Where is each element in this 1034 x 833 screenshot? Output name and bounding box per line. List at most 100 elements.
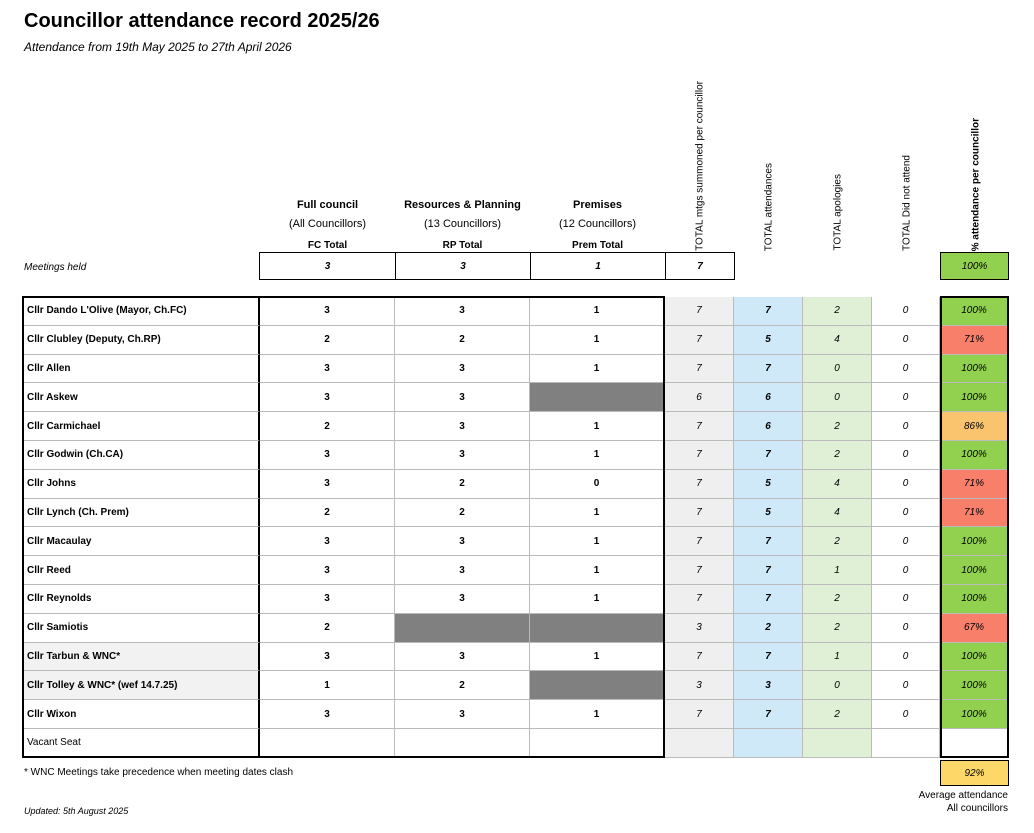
cell-att: 6: [734, 383, 803, 413]
header-total-dna: TOTAL Did not attend: [901, 155, 913, 251]
cell-pct: 100%: [940, 642, 1009, 672]
cell-dna: 0: [872, 383, 940, 413]
cell-att: 7: [734, 642, 803, 672]
group-name: Premises: [573, 199, 622, 211]
cell-prem: 1: [530, 441, 665, 470]
cell-att: 2: [734, 613, 803, 643]
cell-fc: [260, 729, 395, 758]
meetings-held-total: 7: [665, 252, 735, 280]
councillor-name: Cllr Samiotis: [23, 613, 260, 643]
cell-fc: 3: [260, 469, 395, 499]
cell-rp: 2: [395, 325, 530, 355]
cell-apol: 2: [803, 297, 872, 326]
cell-prem: 1: [530, 297, 665, 326]
cell-summoned: [665, 729, 734, 758]
councillor-name: Cllr Tolley & WNC* (wef 14.7.25): [23, 671, 260, 701]
cell-prem: [530, 383, 665, 413]
cell-pct: 100%: [940, 383, 1009, 413]
header-resources-planning: Resources & Planning (13 Councillors) RP…: [395, 196, 530, 255]
cell-fc: 1: [260, 671, 395, 701]
councillor-name: Cllr Askew: [23, 383, 260, 413]
cell-rp: 3: [395, 527, 530, 557]
meetings-held-rp: 3: [395, 252, 531, 280]
cell-summoned: 7: [665, 642, 734, 672]
cell-fc: 3: [260, 383, 395, 413]
cell-dna: 0: [872, 412, 940, 441]
meetings-held-pct: 100%: [940, 252, 1009, 280]
cell-pct: 100%: [940, 441, 1009, 470]
councillor-name: Cllr Reed: [23, 556, 260, 585]
meetings-held-label: Meetings held: [24, 262, 87, 273]
cell-fc: 3: [260, 527, 395, 557]
updated-date: Updated: 5th August 2025: [24, 806, 129, 816]
cell-prem: 1: [530, 642, 665, 672]
cell-rp: 3: [395, 700, 530, 729]
cell-dna: 0: [872, 613, 940, 643]
cell-rp: 3: [395, 585, 530, 614]
cell-dna: 0: [872, 325, 940, 355]
cell-apol: 0: [803, 354, 872, 384]
cell-fc: 3: [260, 556, 395, 585]
header-total-summoned: TOTAL mtgs summoned per councillor: [694, 81, 706, 251]
cell-dna: 0: [872, 671, 940, 701]
cell-pct: 100%: [940, 297, 1009, 326]
cell-rp: 2: [395, 671, 530, 701]
cell-pct: 100%: [940, 585, 1009, 614]
cell-att: [734, 729, 803, 758]
cell-fc: 3: [260, 297, 395, 326]
header-full-council: Full council (All Councillors) FC Total: [260, 196, 395, 255]
cell-att: 7: [734, 354, 803, 384]
cell-att: 7: [734, 585, 803, 614]
cell-apol: 2: [803, 412, 872, 441]
cell-prem: 1: [530, 325, 665, 355]
cell-dna: 0: [872, 297, 940, 326]
cell-rp: 3: [395, 556, 530, 585]
average-label-line2: All councillors: [946, 803, 1008, 814]
cell-pct: 100%: [940, 527, 1009, 557]
group-sub: (13 Councillors): [423, 218, 502, 230]
cell-summoned: 7: [665, 700, 734, 729]
group-name: Full council: [296, 199, 359, 211]
cell-pct: 100%: [940, 556, 1009, 585]
cell-prem: 1: [530, 556, 665, 585]
councillor-name: Cllr Carmichael: [23, 412, 260, 441]
group-name: Resources & Planning: [404, 199, 521, 211]
cell-fc: 2: [260, 613, 395, 643]
average-label-line1: Average attendance: [918, 790, 1008, 801]
cell-fc: 2: [260, 498, 395, 528]
cell-rp: 3: [395, 642, 530, 672]
page-subtitle: Attendance from 19th May 2025 to 27th Ap…: [24, 40, 292, 54]
cell-summoned: 3: [665, 671, 734, 701]
cell-summoned: 7: [665, 354, 734, 384]
councillor-name: Cllr Wixon: [23, 700, 260, 729]
cell-apol: 2: [803, 613, 872, 643]
cell-pct: 100%: [940, 354, 1009, 384]
cell-apol: [803, 729, 872, 758]
group-total-label: FC Total: [307, 240, 348, 251]
cell-fc: 2: [260, 412, 395, 441]
group-total-label: Prem Total: [572, 240, 623, 251]
cell-dna: 0: [872, 642, 940, 672]
cell-rp: [395, 613, 530, 643]
group-sub: (All Councillors): [288, 218, 367, 230]
cell-fc: 3: [260, 585, 395, 614]
cell-summoned: 7: [665, 498, 734, 528]
cell-prem: 1: [530, 498, 665, 528]
cell-dna: 0: [872, 441, 940, 470]
cell-att: 5: [734, 469, 803, 499]
cell-dna: 0: [872, 498, 940, 528]
councillor-name: Cllr Allen: [23, 354, 260, 384]
cell-apol: 1: [803, 642, 872, 672]
cell-rp: 3: [395, 297, 530, 326]
councillor-name: Vacant Seat: [23, 729, 260, 758]
cell-att: 7: [734, 556, 803, 585]
cell-fc: 3: [260, 642, 395, 672]
header-total-attendances: TOTAL attendances: [763, 162, 775, 251]
group-total-label: RP Total: [442, 240, 483, 251]
councillor-name: Cllr Lynch (Ch. Prem): [23, 498, 260, 528]
cell-apol: 2: [803, 527, 872, 557]
cell-summoned: 7: [665, 325, 734, 355]
cell-att: 5: [734, 325, 803, 355]
cell-summoned: 7: [665, 527, 734, 557]
councillor-name: Cllr Dando L'Olive (Mayor, Ch.FC): [23, 297, 260, 326]
